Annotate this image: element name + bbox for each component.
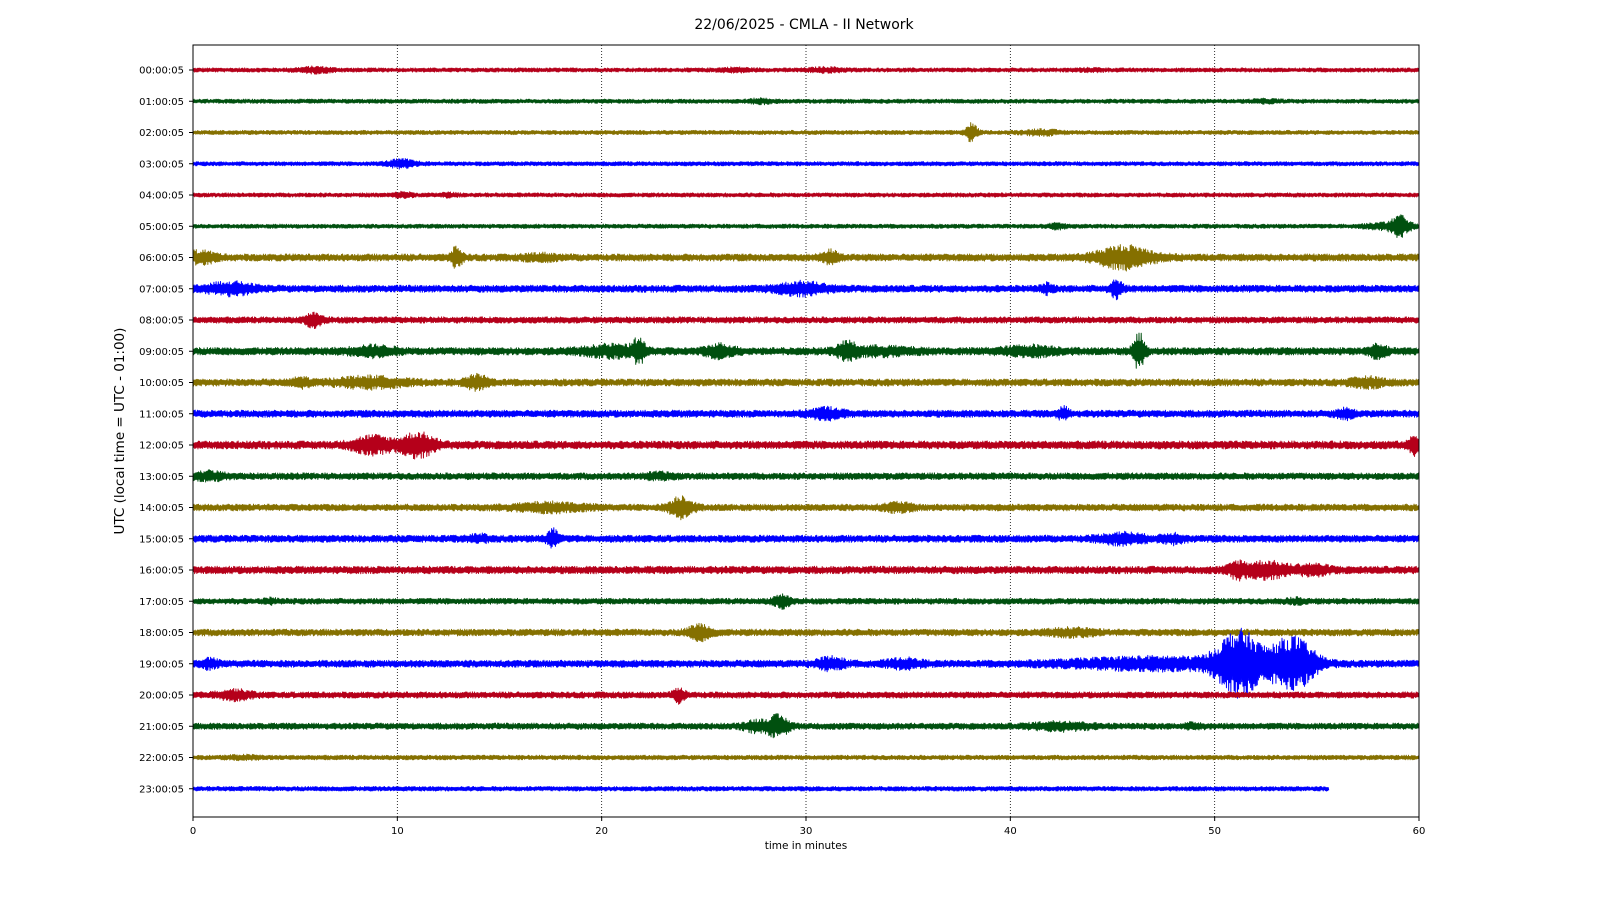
trace-210005 bbox=[192, 713, 1420, 739]
gridlines bbox=[396, 45, 1216, 817]
y-tick-label: 09:00:05 bbox=[139, 347, 184, 358]
trace-140005 bbox=[192, 495, 1420, 521]
y-axis-label: UTC (local time = UTC - 01:00) bbox=[112, 328, 128, 535]
y-tick-label: 05:00:05 bbox=[139, 222, 184, 233]
y-tick-label: 04:00:05 bbox=[139, 191, 184, 202]
trace-230005 bbox=[192, 785, 1330, 792]
trace-090005 bbox=[192, 332, 1420, 369]
trace-010005 bbox=[192, 97, 1420, 106]
y-tick-label: 23:00:05 bbox=[139, 784, 184, 795]
y-tick-label: 08:00:05 bbox=[139, 316, 184, 327]
trace-130005 bbox=[192, 469, 1420, 483]
trace-050005 bbox=[192, 214, 1420, 239]
y-tick-label: 16:00:05 bbox=[139, 566, 184, 577]
trace-150005 bbox=[192, 527, 1420, 549]
x-tick-label: 60 bbox=[1413, 826, 1426, 837]
y-tick-label: 13:00:05 bbox=[139, 472, 184, 483]
y-tick-label: 20:00:05 bbox=[139, 691, 184, 702]
trace-220005 bbox=[192, 753, 1420, 762]
trace-020005 bbox=[192, 122, 1420, 143]
y-tick-label: 07:00:05 bbox=[139, 284, 184, 295]
trace-160005 bbox=[192, 559, 1420, 582]
y-tick-label: 15:00:05 bbox=[139, 534, 184, 545]
trace-110005 bbox=[192, 405, 1420, 422]
trace-030005 bbox=[192, 158, 1420, 170]
y-tick-label: 19:00:05 bbox=[139, 659, 184, 670]
seismic-traces bbox=[192, 65, 1420, 792]
y-tick-label: 12:00:05 bbox=[139, 441, 184, 452]
trace-120005 bbox=[192, 431, 1420, 460]
y-tick-label: 02:00:05 bbox=[139, 128, 184, 139]
trace-080005 bbox=[192, 311, 1420, 330]
x-tick-label: 10 bbox=[391, 826, 404, 837]
x-tick-label: 0 bbox=[190, 826, 196, 837]
y-tick-label: 11:00:05 bbox=[139, 409, 184, 420]
x-tick-labels: 0 10 20 30 40 50 60 bbox=[190, 817, 1426, 837]
trace-040005 bbox=[192, 190, 1420, 200]
y-tick-labels: 00:00:05 01:00:05 02:00:05 03:00:05 04:00:05… bbox=[139, 66, 193, 795]
trace-100005 bbox=[192, 372, 1420, 392]
x-tick-label: 40 bbox=[1004, 826, 1017, 837]
y-tick-label: 17:00:05 bbox=[139, 597, 184, 608]
plot-frame bbox=[192, 44, 1420, 818]
x-axis-label: time in minutes bbox=[765, 840, 847, 852]
trace-000005 bbox=[192, 65, 1420, 75]
trace-070005 bbox=[192, 279, 1420, 301]
trace-170005 bbox=[192, 593, 1420, 610]
x-tick-label: 20 bbox=[595, 826, 608, 837]
y-tick-label: 22:00:05 bbox=[139, 753, 184, 764]
y-tick-label: 03:00:05 bbox=[139, 159, 184, 170]
x-tick-label: 30 bbox=[800, 826, 813, 837]
trace-190005 bbox=[192, 627, 1420, 699]
y-tick-label: 18:00:05 bbox=[139, 628, 184, 639]
y-tick-label: 06:00:05 bbox=[139, 253, 184, 264]
y-tick-label: 21:00:05 bbox=[139, 722, 184, 733]
y-tick-label: 00:00:05 bbox=[139, 66, 184, 77]
y-tick-label: 01:00:05 bbox=[139, 97, 184, 108]
trace-200005 bbox=[192, 687, 1420, 705]
y-tick-label: 10:00:05 bbox=[139, 378, 184, 389]
y-tick-label: 14:00:05 bbox=[139, 503, 184, 514]
x-tick-label: 50 bbox=[1208, 826, 1221, 837]
trace-180005 bbox=[192, 622, 1420, 643]
chart-title: 22/06/2025 - CMLA - II Network bbox=[694, 17, 914, 33]
trace-060005 bbox=[192, 244, 1420, 272]
